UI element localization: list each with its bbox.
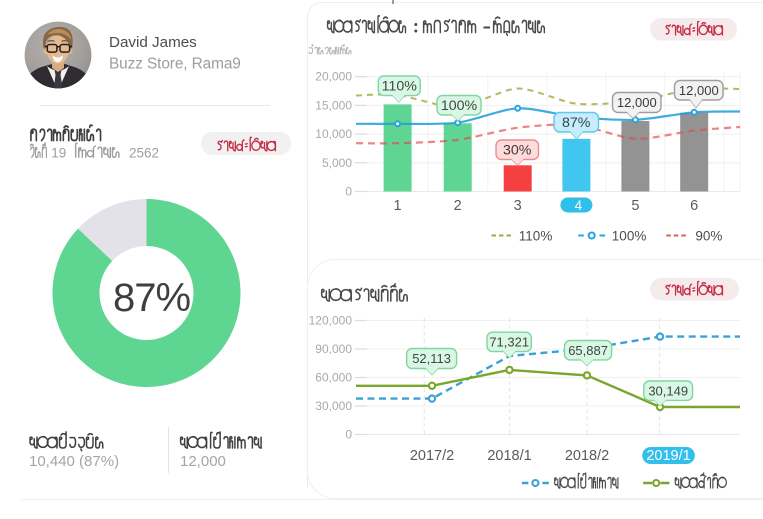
svg-text:2018/1: 2018/1 <box>487 448 531 464</box>
svg-text:10,000: 10,000 <box>315 127 352 141</box>
svg-text:0: 0 <box>345 428 352 442</box>
svg-text:1: 1 <box>394 198 402 214</box>
svg-text:5,000: 5,000 <box>322 156 352 170</box>
svg-text:90%: 90% <box>695 229 722 244</box>
svg-text:3: 3 <box>514 198 522 214</box>
svg-text:30,149: 30,149 <box>648 383 688 398</box>
svg-text:2: 2 <box>454 198 462 214</box>
svg-text:6: 6 <box>690 198 698 214</box>
svg-text:2019/1: 2019/1 <box>646 448 690 464</box>
svg-text:David James: David James <box>109 34 197 51</box>
svg-text:60,000: 60,000 <box>315 371 352 385</box>
svg-text:87%: 87% <box>113 276 190 320</box>
svg-text:2017/2: 2017/2 <box>410 448 454 464</box>
svg-text:110%: 110% <box>382 79 418 95</box>
svg-text:12,000: 12,000 <box>679 83 719 98</box>
svg-text:100%: 100% <box>441 98 478 114</box>
svg-text:4: 4 <box>575 198 583 213</box>
svg-text:71,321: 71,321 <box>489 335 529 350</box>
svg-text:10,440 (87%): 10,440 (87%) <box>29 453 119 470</box>
svg-text:87%: 87% <box>562 115 591 131</box>
svg-text:110%: 110% <box>519 229 553 244</box>
svg-text:5: 5 <box>631 198 639 214</box>
svg-text:120,000: 120,000 <box>309 314 353 328</box>
svg-text:30,000: 30,000 <box>315 399 352 413</box>
svg-text:20,000: 20,000 <box>315 70 352 84</box>
svg-text:2562: 2562 <box>129 145 159 160</box>
svg-text:12,000: 12,000 <box>180 453 226 470</box>
svg-text:65,887: 65,887 <box>568 343 608 358</box>
svg-text:19: 19 <box>51 145 66 160</box>
svg-text:0: 0 <box>345 185 352 199</box>
svg-text:12,000: 12,000 <box>617 95 657 110</box>
svg-text:2018/2: 2018/2 <box>565 448 609 464</box>
svg-text:100%: 100% <box>612 229 647 244</box>
svg-text:52,113: 52,113 <box>412 351 451 366</box>
svg-text:30%: 30% <box>503 142 532 158</box>
svg-text:Buzz Store, Rama9: Buzz Store, Rama9 <box>109 55 241 72</box>
svg-text:90,000: 90,000 <box>315 342 352 356</box>
svg-text:15,000: 15,000 <box>315 98 352 112</box>
